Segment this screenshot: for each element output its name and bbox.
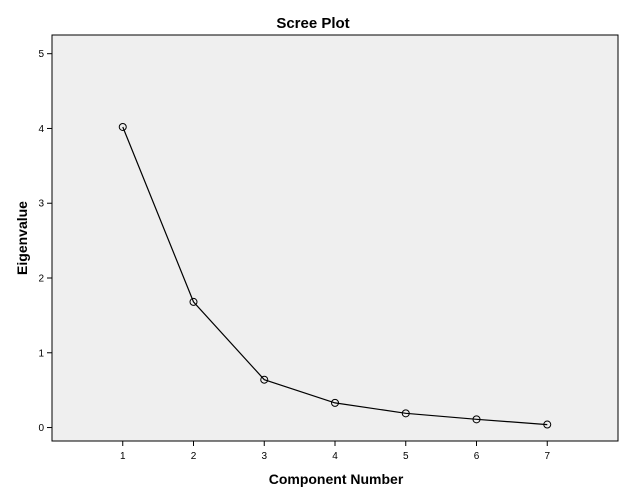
y-tick-label: 2 (38, 274, 44, 285)
x-tick-label: 1 (120, 451, 126, 462)
y-axis-label: Eigenvalue (14, 201, 30, 275)
data-point (331, 398, 339, 407)
y-tick-label: 3 (38, 199, 44, 210)
y-tick-label: 1 (38, 348, 44, 359)
plot-area (51, 34, 619, 442)
x-tick-label: 2 (191, 451, 197, 462)
x-tick-label: 6 (474, 451, 480, 462)
x-tick-label: 3 (261, 451, 267, 462)
y-axis-ticks: 0 1 2 3 4 5 (38, 49, 52, 434)
data-point (260, 375, 269, 384)
series-line (122, 126, 548, 426)
x-tick-label: 5 (403, 451, 409, 462)
eigenvalue-series (118, 122, 552, 429)
data-point (189, 297, 198, 306)
chart-title: Scree Plot (276, 15, 349, 32)
x-axis-ticks: 1 2 3 4 5 6 7 (120, 441, 550, 462)
y-tick-label: 5 (38, 49, 44, 60)
data-point (401, 409, 410, 418)
y-tick-label: 0 (38, 423, 44, 434)
data-point (118, 122, 127, 131)
data-point (543, 420, 552, 429)
x-axis-label: Component Number (269, 471, 404, 487)
y-tick-label: 4 (38, 124, 44, 135)
x-tick-label: 7 (544, 451, 550, 462)
data-point (472, 415, 481, 424)
x-tick-label: 4 (332, 451, 338, 462)
